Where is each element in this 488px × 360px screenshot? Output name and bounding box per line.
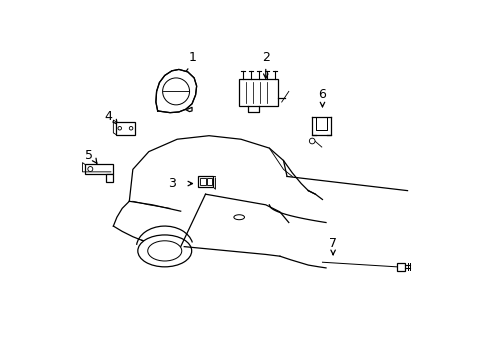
Bar (106, 174, 113, 183)
Polygon shape (156, 69, 196, 113)
Ellipse shape (147, 241, 182, 261)
Bar (206, 177, 211, 185)
Bar (200, 177, 205, 185)
Text: 3: 3 (167, 177, 175, 190)
Circle shape (309, 138, 314, 144)
Circle shape (118, 126, 121, 130)
Text: 7: 7 (328, 237, 336, 250)
Ellipse shape (138, 235, 191, 267)
Text: 5: 5 (84, 149, 92, 162)
Bar (198, 176, 213, 187)
Bar (396, 262, 404, 271)
Text: 4: 4 (104, 110, 112, 123)
Circle shape (88, 167, 93, 171)
Bar (85, 165, 113, 174)
Bar (239, 79, 278, 105)
Circle shape (129, 126, 133, 130)
Circle shape (163, 78, 189, 105)
Bar (116, 122, 134, 135)
Text: 1: 1 (189, 51, 197, 64)
Text: 6: 6 (318, 89, 326, 102)
Text: 2: 2 (261, 51, 269, 64)
Ellipse shape (233, 215, 244, 220)
